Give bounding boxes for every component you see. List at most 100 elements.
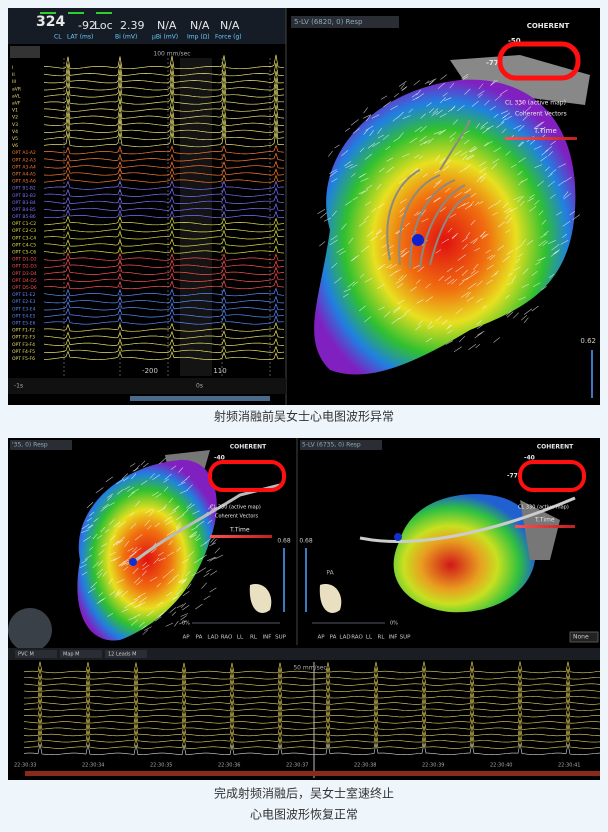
vector xyxy=(133,596,141,601)
vector xyxy=(88,546,94,551)
vector xyxy=(478,93,483,98)
view-button[interactable]: RL xyxy=(250,635,258,641)
indicator xyxy=(40,12,56,14)
vector xyxy=(522,268,529,275)
view-button[interactable]: SUP xyxy=(400,635,412,641)
view-button[interactable]: INF xyxy=(263,635,272,641)
vector xyxy=(187,503,195,510)
lead-label: V1 xyxy=(12,108,18,114)
lead-label: V2 xyxy=(12,115,18,121)
lead-label: OPT F1-F2 xyxy=(12,328,35,334)
vector xyxy=(470,192,477,198)
vector xyxy=(505,294,510,299)
view-button[interactable]: LL xyxy=(237,635,244,641)
vector xyxy=(471,100,479,107)
vector xyxy=(506,281,514,286)
view-button[interactable]: PA xyxy=(330,635,337,641)
toolbar-dropdown[interactable] xyxy=(105,650,147,658)
view-button[interactable]: SUP xyxy=(275,635,287,641)
vector xyxy=(146,610,154,617)
ecg-trace xyxy=(23,680,601,692)
map-selector[interactable] xyxy=(10,440,72,450)
vector xyxy=(439,113,447,118)
highlight-ring xyxy=(497,41,581,81)
map-selector[interactable] xyxy=(291,16,399,28)
vector xyxy=(398,80,407,87)
view-button[interactable]: LAD xyxy=(339,635,350,641)
vector xyxy=(402,115,411,119)
vector xyxy=(410,286,417,292)
sweep-speed: 100 mm/sec xyxy=(153,51,190,58)
vector xyxy=(469,201,475,207)
vector xyxy=(476,298,483,303)
vector xyxy=(203,595,211,601)
map-selector[interactable] xyxy=(300,440,382,450)
vector xyxy=(166,591,173,597)
vector xyxy=(557,180,565,186)
vector xyxy=(127,547,134,552)
nav-widget[interactable] xyxy=(8,608,52,652)
scale-bottom: -77 xyxy=(507,473,518,480)
vector xyxy=(442,165,450,172)
scrollbar[interactable] xyxy=(130,396,270,401)
vector xyxy=(206,568,212,573)
vector xyxy=(188,530,197,538)
vector xyxy=(462,154,468,161)
view-button[interactable]: LL xyxy=(366,635,373,641)
view-button[interactable]: RL xyxy=(378,635,386,641)
vector xyxy=(134,500,141,507)
vector xyxy=(416,299,424,304)
vector xyxy=(548,273,555,279)
vector xyxy=(523,317,529,324)
vector xyxy=(470,146,477,153)
vector xyxy=(466,155,475,161)
vector xyxy=(405,222,410,227)
vector xyxy=(480,172,487,179)
vector xyxy=(426,102,432,107)
view-button[interactable]: PA xyxy=(196,635,203,641)
vector xyxy=(81,529,90,533)
vector xyxy=(376,283,385,289)
vector xyxy=(494,94,502,101)
vector xyxy=(533,145,542,150)
vector xyxy=(424,80,430,85)
view-button[interactable]: AP xyxy=(182,635,190,641)
vector xyxy=(518,296,527,301)
view-button[interactable]: RAO xyxy=(351,635,363,641)
vector xyxy=(170,465,177,470)
vector xyxy=(482,233,487,238)
toolbar-dropdown[interactable] xyxy=(60,650,102,658)
vector xyxy=(131,488,140,494)
vector xyxy=(109,557,117,562)
catheter-tip xyxy=(394,533,402,541)
vector xyxy=(172,595,180,600)
vector xyxy=(113,556,121,562)
view-button[interactable]: INF xyxy=(389,635,398,641)
view-button[interactable]: LAD xyxy=(207,635,218,641)
time-label: -200 xyxy=(142,367,158,375)
tool-buttons[interactable] xyxy=(10,46,40,58)
vector xyxy=(186,503,192,509)
vector xyxy=(195,537,201,542)
vector xyxy=(364,153,372,160)
vector xyxy=(414,126,423,133)
vector xyxy=(481,233,489,240)
view-label: PA xyxy=(326,570,334,577)
vector xyxy=(513,266,521,271)
vectors-label: Coherent Vectors xyxy=(215,514,258,520)
toolbar-dropdown[interactable] xyxy=(15,650,57,658)
vector xyxy=(462,130,470,135)
vector xyxy=(352,128,360,134)
vector xyxy=(129,551,137,557)
lead-label: OPT C4-C5 xyxy=(12,242,36,248)
vector xyxy=(449,82,455,89)
view-button[interactable]: AP xyxy=(317,635,325,641)
view-button[interactable]: RAO xyxy=(221,635,233,641)
vector xyxy=(359,173,367,178)
vector xyxy=(136,579,143,586)
map-mode: COHERENT xyxy=(527,22,570,30)
vector xyxy=(461,237,468,242)
ttime-label: T.Time xyxy=(533,127,557,135)
vector xyxy=(320,212,327,219)
dropdown[interactable] xyxy=(569,631,599,643)
